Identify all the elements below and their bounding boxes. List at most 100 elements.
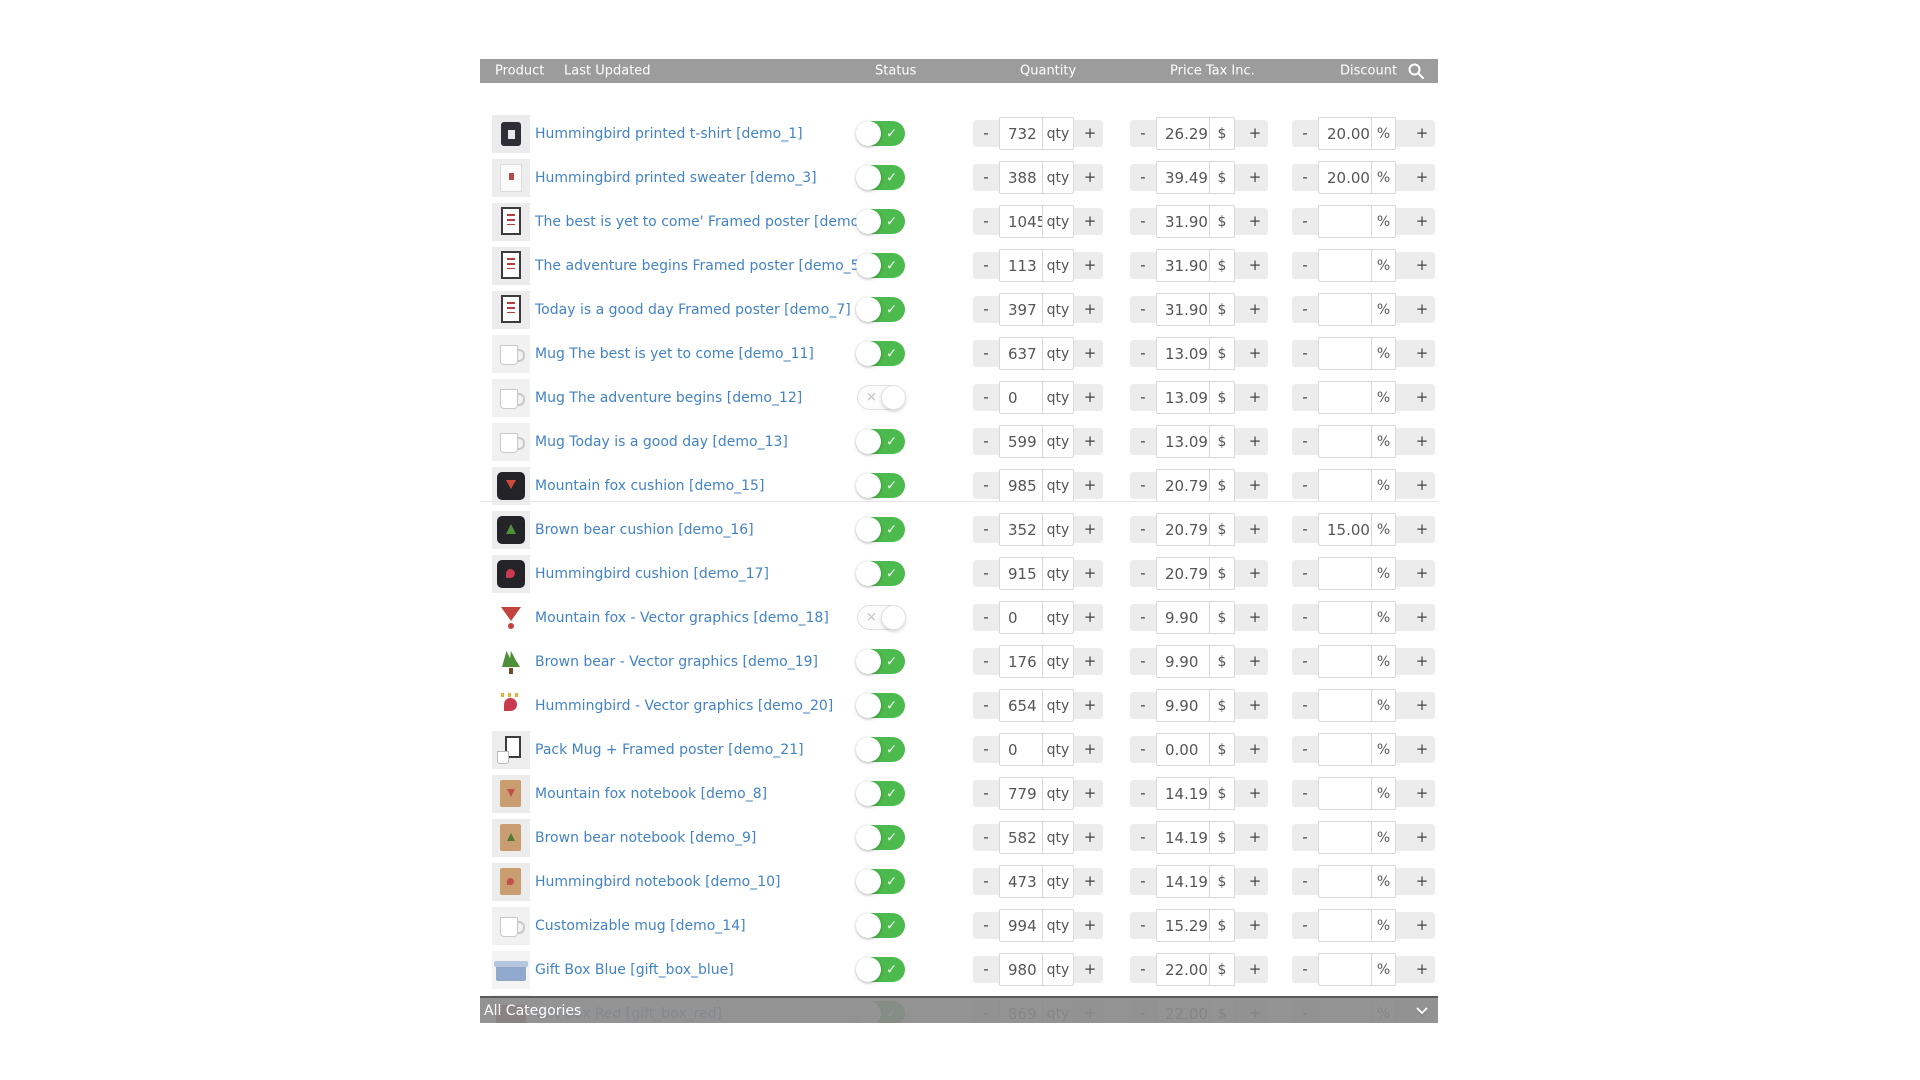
discount-input[interactable] — [1319, 646, 1371, 677]
price-decrease-button[interactable]: - — [1140, 300, 1146, 318]
product-link[interactable]: Hummingbird notebook [demo_10] — [535, 874, 781, 890]
discount-input[interactable] — [1319, 734, 1371, 765]
quantity-increase-button[interactable]: + — [1083, 476, 1097, 494]
quantity-input[interactable]: 599 — [1008, 432, 1037, 451]
discount-input[interactable] — [1319, 690, 1371, 721]
status-toggle[interactable]: ✓ — [856, 297, 905, 322]
quantity-input[interactable]: 397 — [1008, 300, 1037, 319]
quantity-decrease-button[interactable]: - — [983, 696, 989, 714]
discount-increase-button[interactable]: + — [1415, 740, 1429, 758]
price-increase-button[interactable]: + — [1248, 432, 1262, 450]
discount-decrease-button[interactable]: - — [1302, 476, 1308, 494]
price-input[interactable]: 20.79 — [1165, 476, 1208, 495]
price-increase-button[interactable]: + — [1248, 168, 1262, 186]
price-increase-button[interactable]: + — [1248, 520, 1262, 538]
quantity-input[interactable]: 0 — [1008, 388, 1018, 407]
price-input[interactable]: 39.49 — [1165, 168, 1208, 187]
discount-input[interactable] — [1319, 250, 1371, 281]
discount-increase-button[interactable]: + — [1415, 608, 1429, 626]
quantity-decrease-button[interactable]: - — [983, 740, 989, 758]
product-link[interactable]: Pack Mug + Framed poster [demo_21] — [535, 742, 804, 758]
price-decrease-button[interactable]: - — [1140, 564, 1146, 582]
discount-decrease-button[interactable]: - — [1302, 212, 1308, 230]
discount-input[interactable] — [1319, 382, 1371, 413]
discount-decrease-button[interactable]: - — [1302, 256, 1308, 274]
quantity-decrease-button[interactable]: - — [983, 652, 989, 670]
price-input[interactable]: 13.09 — [1165, 388, 1208, 407]
discount-input[interactable] — [1319, 778, 1371, 809]
quantity-increase-button[interactable]: + — [1083, 828, 1097, 846]
product-thumbnail[interactable] — [492, 951, 530, 989]
discount-decrease-button[interactable]: - — [1302, 872, 1308, 890]
quantity-increase-button[interactable]: + — [1083, 344, 1097, 362]
price-input[interactable]: 31.90 — [1165, 212, 1208, 231]
quantity-decrease-button[interactable]: - — [983, 124, 989, 142]
quantity-increase-button[interactable]: + — [1083, 696, 1097, 714]
discount-increase-button[interactable]: + — [1415, 696, 1429, 714]
quantity-input[interactable]: 582 — [1008, 828, 1037, 847]
quantity-increase-button[interactable]: + — [1083, 608, 1097, 626]
discount-increase-button[interactable]: + — [1415, 124, 1429, 142]
product-thumbnail[interactable] — [492, 159, 530, 197]
price-decrease-button[interactable]: - — [1140, 520, 1146, 538]
product-link[interactable]: Hummingbird - Vector graphics [demo_20] — [535, 698, 834, 714]
quantity-decrease-button[interactable]: - — [983, 520, 989, 538]
price-input[interactable]: 0.00 — [1165, 740, 1199, 759]
status-toggle[interactable]: ✓ — [856, 253, 905, 278]
product-thumbnail[interactable] — [492, 775, 530, 813]
quantity-input[interactable]: 0 — [1008, 608, 1018, 627]
product-link[interactable]: Mug The best is yet to come [demo_11] — [535, 346, 814, 362]
product-link[interactable]: Mountain fox notebook [demo_8] — [535, 786, 768, 802]
product-thumbnail[interactable] — [492, 555, 530, 593]
status-toggle[interactable]: ✓ — [856, 649, 905, 674]
price-decrease-button[interactable]: - — [1140, 608, 1146, 626]
price-input[interactable]: 20.79 — [1165, 564, 1208, 583]
discount-increase-button[interactable]: + — [1415, 476, 1429, 494]
quantity-decrease-button[interactable]: - — [983, 564, 989, 582]
product-link[interactable]: Today is a good day Framed poster [demo_… — [535, 302, 851, 318]
status-toggle[interactable]: ✓ — [856, 957, 905, 982]
product-thumbnail[interactable] — [492, 731, 530, 769]
product-link[interactable]: Brown bear cushion [demo_16] — [535, 522, 754, 538]
quantity-increase-button[interactable]: + — [1083, 388, 1097, 406]
discount-input[interactable]: 15.00 — [1327, 520, 1370, 539]
status-toggle[interactable]: ✓ — [856, 561, 905, 586]
discount-increase-button[interactable]: + — [1415, 916, 1429, 934]
price-increase-button[interactable]: + — [1248, 696, 1262, 714]
category-filter-bar[interactable]: All Categories — [480, 996, 1438, 1023]
discount-decrease-button[interactable]: - — [1302, 388, 1308, 406]
discount-decrease-button[interactable]: - — [1302, 520, 1308, 538]
discount-input[interactable] — [1319, 470, 1371, 501]
quantity-decrease-button[interactable]: - — [983, 784, 989, 802]
price-input[interactable]: 14.19 — [1165, 828, 1208, 847]
discount-increase-button[interactable]: + — [1415, 520, 1429, 538]
status-toggle[interactable]: ✓ — [856, 209, 905, 234]
quantity-input[interactable]: 176 — [1008, 652, 1037, 671]
price-increase-button[interactable]: + — [1248, 212, 1262, 230]
price-increase-button[interactable]: + — [1248, 608, 1262, 626]
quantity-input[interactable]: 473 — [1008, 872, 1037, 891]
quantity-input[interactable]: 0 — [1008, 740, 1018, 759]
quantity-input[interactable]: 637 — [1008, 344, 1037, 363]
discount-increase-button[interactable]: + — [1415, 564, 1429, 582]
quantity-input[interactable]: 113 — [1008, 256, 1037, 275]
product-thumbnail[interactable] — [492, 379, 530, 417]
discount-input[interactable] — [1319, 602, 1371, 633]
discount-increase-button[interactable]: + — [1415, 388, 1429, 406]
quantity-increase-button[interactable]: + — [1083, 652, 1097, 670]
product-link[interactable]: Mug The adventure begins [demo_12] — [535, 390, 803, 406]
discount-increase-button[interactable]: + — [1415, 828, 1429, 846]
product-thumbnail[interactable] — [492, 335, 530, 373]
quantity-decrease-button[interactable]: - — [983, 212, 989, 230]
price-increase-button[interactable]: + — [1248, 300, 1262, 318]
price-increase-button[interactable]: + — [1248, 916, 1262, 934]
discount-decrease-button[interactable]: - — [1302, 960, 1308, 978]
quantity-increase-button[interactable]: + — [1083, 740, 1097, 758]
price-input[interactable]: 26.29 — [1165, 124, 1208, 143]
product-link[interactable]: Hummingbird printed t-shirt [demo_1] — [535, 126, 803, 142]
quantity-input[interactable]: 654 — [1008, 696, 1037, 715]
product-thumbnail[interactable] — [492, 115, 530, 153]
quantity-increase-button[interactable]: + — [1083, 916, 1097, 934]
quantity-decrease-button[interactable]: - — [983, 916, 989, 934]
status-toggle[interactable]: ✓ — [856, 913, 905, 938]
